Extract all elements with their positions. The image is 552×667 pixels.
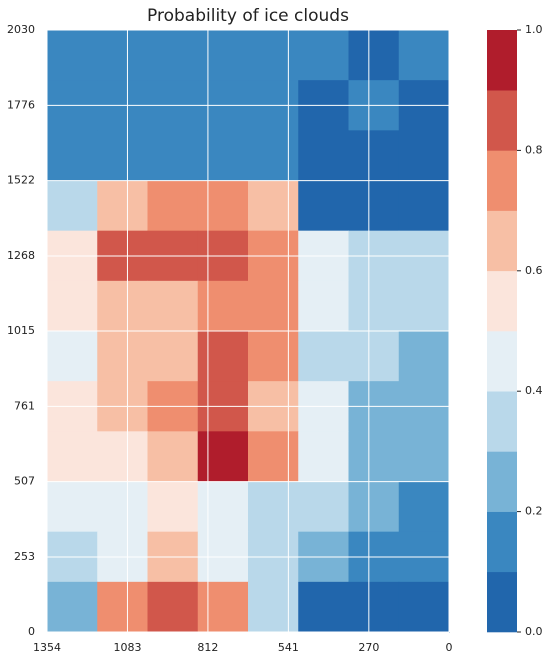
- heat-cell: [97, 581, 148, 633]
- heat-cell: [197, 30, 249, 81]
- x-tick-label: 1083: [113, 641, 141, 654]
- heat-cell: [298, 130, 349, 181]
- heat-cell: [147, 331, 199, 382]
- colorbar-tick-label: 0.2: [525, 505, 543, 518]
- heat-cell: [147, 130, 199, 181]
- heat-cell: [47, 431, 98, 482]
- heat-cell: [47, 331, 98, 382]
- heat-cell: [47, 581, 98, 633]
- heat-cell: [398, 30, 450, 81]
- heat-cell: [348, 481, 400, 533]
- heat-cell: [298, 431, 349, 482]
- heat-cell: [248, 30, 299, 81]
- heat-cell: [298, 481, 349, 533]
- heat-cell: [147, 581, 199, 633]
- heat-cell: [47, 30, 98, 81]
- heat-cell: [348, 180, 400, 232]
- heat-cell: [398, 180, 450, 232]
- heat-cell: [197, 331, 249, 382]
- y-tick-label: 2030: [7, 23, 35, 36]
- heat-cell: [97, 431, 148, 482]
- x-tick-label: 541: [278, 641, 299, 654]
- heat-cell: [348, 331, 400, 382]
- heat-cell: [248, 280, 299, 332]
- heat-cell: [97, 280, 148, 332]
- x-tick-label: 0: [446, 641, 453, 654]
- y-tick-label: 1522: [7, 174, 35, 187]
- colorbar-bin: [487, 331, 517, 392]
- heat-cell: [97, 130, 148, 181]
- heat-cell: [398, 581, 450, 633]
- heat-cell: [47, 180, 98, 232]
- colorbar-tick-label: 0.0: [525, 625, 543, 638]
- heat-cell: [248, 130, 299, 181]
- heat-cell: [197, 581, 249, 633]
- y-tick-label: 253: [14, 550, 35, 563]
- heat-cell: [298, 280, 349, 332]
- heat-cell: [398, 331, 450, 382]
- colorbar-bin: [487, 511, 517, 573]
- colorbar-bin: [487, 90, 517, 151]
- heat-cell: [398, 481, 450, 533]
- heat-cell: [348, 130, 400, 181]
- heat-cell: [97, 30, 148, 81]
- heat-cell: [97, 331, 148, 382]
- y-tick-label: 0: [28, 625, 35, 638]
- y-tick-label: 1776: [7, 98, 35, 111]
- heat-cell: [348, 581, 400, 633]
- heat-cell: [248, 431, 299, 482]
- heat-cell: [147, 481, 199, 533]
- x-tick-label: 1354: [33, 641, 61, 654]
- heat-cell: [197, 180, 249, 232]
- heat-cell: [348, 431, 400, 482]
- colorbar-bin: [487, 451, 517, 512]
- heat-cell: [197, 280, 249, 332]
- heat-cell: [197, 431, 249, 482]
- heat-cell: [197, 130, 249, 181]
- colorbar-bin: [487, 30, 517, 91]
- heat-cell: [398, 431, 450, 482]
- colorbar-bin: [487, 270, 517, 332]
- heat-cell: [97, 481, 148, 533]
- heat-cell: [147, 280, 199, 332]
- heat-cell: [298, 331, 349, 382]
- x-tick-label: 812: [197, 641, 218, 654]
- colorbar-tick-label: 0.4: [525, 384, 543, 397]
- y-tick-label: 1015: [7, 324, 35, 337]
- heat-cell: [398, 130, 450, 181]
- colorbar-tick-label: 0.8: [525, 143, 543, 156]
- heat-cell: [147, 30, 199, 81]
- heat-cell: [248, 180, 299, 232]
- heat-cell: [298, 581, 349, 633]
- heat-cell: [298, 30, 349, 81]
- heat-cell: [97, 180, 148, 232]
- heat-cell: [197, 481, 249, 533]
- y-tick-label: 761: [14, 399, 35, 412]
- y-tick-label: 1268: [7, 249, 35, 262]
- heat-cell: [47, 130, 98, 181]
- heat-cell: [348, 30, 400, 81]
- heat-cell: [298, 180, 349, 232]
- heat-cell: [248, 581, 299, 633]
- heat-cell: [248, 331, 299, 382]
- colorbar-tick-label: 0.6: [525, 264, 543, 277]
- chart-title: Probability of ice clouds: [147, 6, 349, 26]
- colorbar-bin: [487, 391, 517, 452]
- colorbar-bin: [487, 210, 517, 272]
- x-tick-label: 270: [358, 641, 379, 654]
- heat-cell: [147, 431, 199, 482]
- heat-cell: [147, 180, 199, 232]
- heat-cell: [47, 481, 98, 533]
- colorbar-tick-label: 1.0: [525, 23, 543, 36]
- colorbar-bin: [487, 150, 517, 211]
- y-tick-label: 507: [14, 475, 35, 488]
- heat-cell: [398, 280, 450, 332]
- heat-cell: [47, 280, 98, 332]
- colorbar-bin: [487, 571, 517, 633]
- heat-cell: [248, 481, 299, 533]
- heat-cell: [348, 280, 400, 332]
